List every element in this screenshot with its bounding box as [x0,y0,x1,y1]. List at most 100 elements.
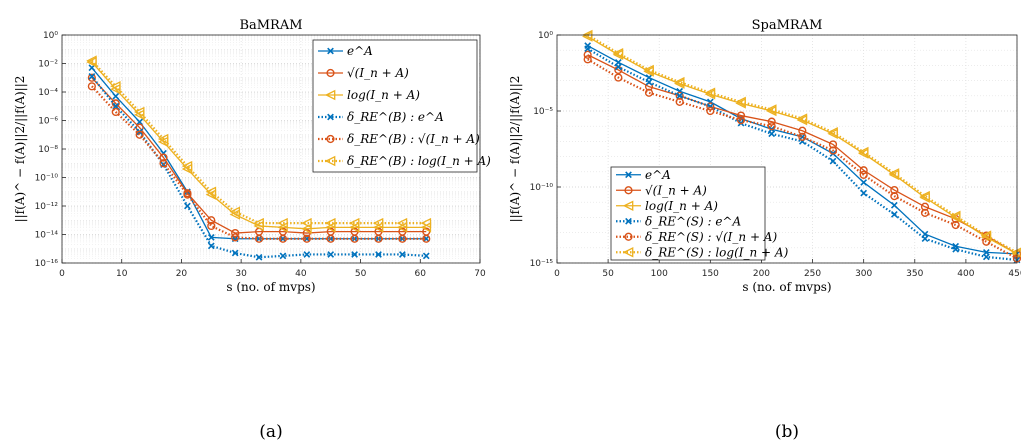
data-point [645,78,653,86]
data-point [951,220,960,230]
legend-entry: δ_RE^(B) : √(I_n + A) [318,132,480,146]
x-tick-label: 40 [295,269,307,279]
y-tick-label: 10⁻⁶ [38,117,58,127]
y-tick-label: 10⁻¹² [35,202,59,212]
data-point [798,132,807,141]
data-point [584,45,592,53]
series-line [91,61,427,230]
data-point [859,170,868,179]
data-point [327,235,335,243]
data-point [301,217,312,229]
data-point [207,216,216,225]
data-point [860,179,868,186]
series-0 [584,42,1021,258]
subfigure-label: (b) [775,422,799,442]
data-point [767,122,776,131]
data-point [88,72,96,80]
y-tick-label: 10⁻⁴ [38,88,58,98]
x-tick-label: 350 [906,269,923,279]
legend-label: δ_RE^(B) : √(I_n + A) [347,132,480,146]
data-point [767,117,776,126]
data-point [919,190,930,202]
x-tick-label: 0 [59,269,65,279]
legend-entry: log(I_n + A) [616,199,718,213]
x-tick-label: 70 [474,269,486,279]
data-point [255,235,263,243]
legend-entry: δ_RE^(S) : √(I_n + A) [616,230,777,244]
y-tick-label: 10⁻⁵ [533,107,553,117]
x-tick-label: 400 [957,269,974,279]
legend-marker [326,134,335,144]
data-point [87,82,96,91]
data-point [704,87,716,99]
data-point [828,140,838,149]
data-point [890,192,899,201]
legend-box [610,166,766,261]
data-point [277,217,288,229]
data-point [135,130,144,139]
series-4 [87,82,431,243]
legend-box [312,39,478,173]
data-point [399,251,406,258]
series-line [587,34,1018,254]
data-point [278,234,288,243]
data-point [184,202,191,210]
x-tick-label: 0 [554,269,560,279]
data-point [829,157,837,165]
y-axis-label: ||f(A)^ − f(A)||2/||f(A)||2 [13,76,27,223]
y-tick-label: 10⁰ [43,31,58,41]
legend-label: e^A [645,168,671,182]
data-point [890,185,899,195]
data-point [181,160,193,172]
series-5 [86,55,432,229]
legend-entry: δ_RE^(B) : e^A [318,110,444,124]
data-point [255,253,263,261]
data-point [207,221,216,231]
y-tick-label: 10⁰ [538,31,553,41]
data-point [583,55,592,64]
data-point [279,235,287,243]
data-point [890,210,898,218]
data-point [231,233,240,242]
data-point [888,168,900,179]
data-point [398,234,407,243]
data-point [614,63,622,71]
legend-entry: log(I_n + A) [318,88,420,102]
data-point [860,189,868,197]
data-point [796,113,808,124]
legend-label: δ_RE^(S) : log(I_n + A) [645,245,789,259]
data-point [112,92,120,100]
y-tick-label: 10⁻¹⁵ [530,259,554,269]
data-point [88,64,96,72]
data-point [325,217,336,229]
data-point [422,234,431,243]
series-line [91,77,427,234]
data-point [111,107,120,117]
data-point [207,233,215,241]
data-point [920,202,930,211]
chart-1: 0 50 100 150 200 250 300 350 400 450 10⁰ 10⁻⁵ 10⁻¹⁰ 1… [508,18,1021,442]
legend-marker [622,200,634,212]
x-tick-label: 20 [176,269,188,279]
legend-marker [324,89,336,101]
legend-entry: e^A [616,168,671,182]
data-point [980,230,992,241]
data-point [736,116,746,125]
data-point [374,234,383,243]
x-tick-label: 60 [415,269,427,279]
data-point [828,146,838,155]
y-axis-label: ||f(A)^ − f(A)||2/||f(A)||2 [508,76,522,223]
data-point [735,96,746,108]
data-point [396,217,408,229]
x-tick-label: 150 [702,269,719,279]
x-tick-label: 10 [116,269,128,279]
series-line [587,54,1018,255]
legend-entry: e^A [318,44,373,58]
legend-marker [326,68,335,78]
x-tick-label: 450 [1008,269,1021,279]
data-point [231,249,239,257]
data-point [920,208,930,217]
legend-label: log(I_n + A) [347,88,420,102]
legend-entry: √(I_n + A) [318,66,409,80]
